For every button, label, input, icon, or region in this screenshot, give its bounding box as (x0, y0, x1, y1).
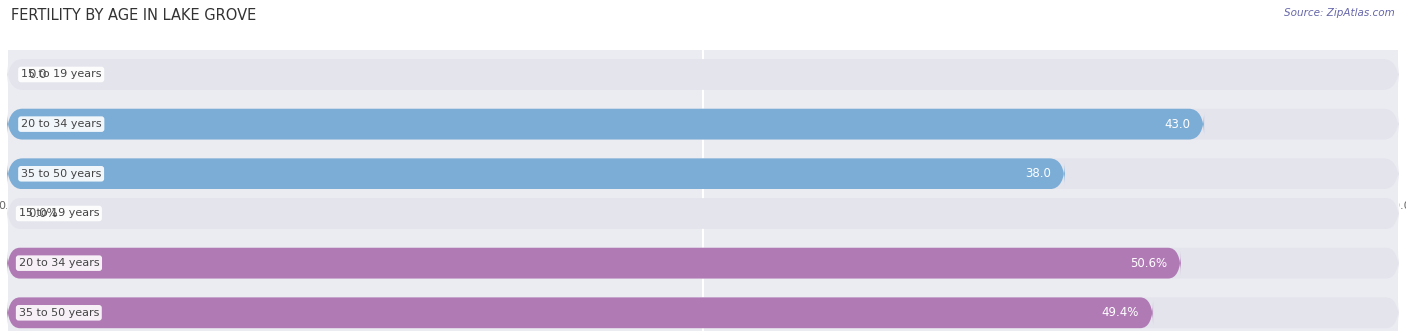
Text: 35 to 50 years: 35 to 50 years (18, 308, 98, 318)
Text: 35 to 50 years: 35 to 50 years (21, 169, 101, 179)
FancyBboxPatch shape (7, 59, 1399, 90)
FancyBboxPatch shape (7, 109, 1399, 140)
FancyBboxPatch shape (7, 298, 1399, 328)
FancyBboxPatch shape (7, 109, 1204, 140)
Text: 43.0: 43.0 (1164, 118, 1191, 131)
FancyBboxPatch shape (7, 248, 1399, 279)
Text: 0.0%: 0.0% (28, 207, 58, 220)
Text: 20 to 34 years: 20 to 34 years (21, 119, 101, 129)
Text: 49.4%: 49.4% (1102, 306, 1139, 319)
Text: Source: ZipAtlas.com: Source: ZipAtlas.com (1284, 8, 1395, 18)
FancyBboxPatch shape (7, 198, 1399, 229)
Text: FERTILITY BY AGE IN LAKE GROVE: FERTILITY BY AGE IN LAKE GROVE (11, 8, 256, 23)
Text: 20 to 34 years: 20 to 34 years (18, 258, 100, 268)
FancyBboxPatch shape (7, 158, 1399, 189)
FancyBboxPatch shape (7, 248, 1181, 279)
FancyBboxPatch shape (7, 158, 1064, 189)
Text: 15 to 19 years: 15 to 19 years (18, 209, 100, 218)
Text: 15 to 19 years: 15 to 19 years (21, 70, 101, 79)
FancyBboxPatch shape (7, 298, 1153, 328)
Text: 0.0: 0.0 (28, 68, 46, 81)
Text: 50.6%: 50.6% (1130, 257, 1167, 270)
Text: 38.0: 38.0 (1025, 167, 1052, 180)
